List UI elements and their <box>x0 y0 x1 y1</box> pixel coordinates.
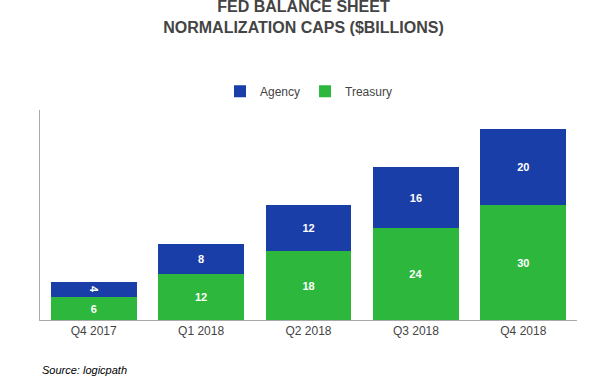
svg-text:Q2 2018: Q2 2018 <box>285 324 331 338</box>
svg-text:Treasury: Treasury <box>345 85 392 99</box>
svg-text:Q1 2018: Q1 2018 <box>178 324 224 338</box>
svg-text:6: 6 <box>91 303 97 315</box>
svg-text:30: 30 <box>517 257 529 269</box>
svg-text:Q4 2017: Q4 2017 <box>71 324 117 338</box>
svg-text:24: 24 <box>409 268 422 280</box>
svg-text:Q4 2018: Q4 2018 <box>500 324 546 338</box>
svg-text:4: 4 <box>88 286 100 293</box>
svg-text:16: 16 <box>410 192 422 204</box>
svg-text:Q3 2018: Q3 2018 <box>393 324 439 338</box>
svg-text:18: 18 <box>302 280 314 292</box>
svg-text:12: 12 <box>302 222 314 234</box>
svg-text:FED BALANCE SHEETNORMALIZATION: FED BALANCE SHEETNORMALIZATION CAPS ($BI… <box>163 0 444 35</box>
svg-text:Agency: Agency <box>260 85 300 99</box>
svg-text:12: 12 <box>195 291 207 303</box>
svg-text:8: 8 <box>198 253 204 265</box>
svg-text:20: 20 <box>517 161 529 173</box>
svg-text:Source: logicpath: Source: logicpath <box>42 364 127 376</box>
